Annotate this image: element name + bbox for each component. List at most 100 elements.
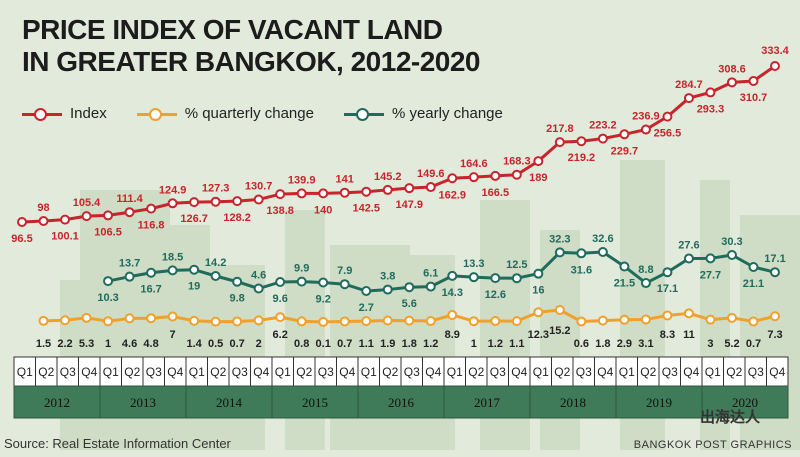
data-point-yearly-change — [189, 264, 200, 275]
x-tick-label-quarter: Q3 — [576, 365, 592, 379]
year-cell — [185, 385, 273, 419]
data-label-quarterly-change: 1.1 — [359, 338, 374, 350]
legend-label-yearly: % yearly change — [391, 105, 503, 122]
x-tick-label-quarter: Q2 — [38, 365, 54, 379]
data-point-quarterly-change — [60, 315, 71, 326]
data-label-quarterly-change: 2 — [256, 338, 262, 350]
data-point-yearly-change — [382, 284, 393, 295]
data-label-yearly-change: 32.6 — [592, 233, 613, 245]
source-note: Source: Real Estate Information Center — [4, 436, 231, 451]
data-label-yearly-change: 17.1 — [657, 283, 678, 295]
data-label-yearly-change: 9.2 — [316, 294, 331, 306]
data-point-yearly-change — [447, 270, 458, 281]
data-point-yearly-change — [167, 265, 178, 276]
data-point-quarterly-change — [619, 314, 630, 325]
data-point-quarterly-change — [404, 315, 415, 326]
data-point-quarterly-change — [339, 316, 350, 327]
data-label-quarterly-change: 5.2 — [724, 338, 739, 350]
x-tick-label-quarter: Q2 — [210, 365, 226, 379]
x-tick-label-year: 2016 — [388, 395, 415, 410]
data-label-quarterly-change: 0.8 — [294, 338, 309, 350]
data-point-quarterly-change — [318, 316, 329, 327]
data-point-index — [705, 87, 716, 98]
data-point-yearly-change — [683, 253, 694, 264]
data-point-index — [640, 124, 651, 135]
legend-swatch-index — [22, 107, 62, 121]
data-label-quarterly-change: 2.2 — [57, 338, 72, 350]
data-point-yearly-change — [210, 271, 221, 281]
data-label-yearly-change: 21.5 — [614, 277, 635, 289]
data-point-yearly-change — [640, 278, 651, 289]
data-point-index — [533, 156, 544, 167]
data-point-index — [382, 184, 393, 195]
data-point-index — [576, 136, 587, 147]
x-tick-label-quarter: Q4 — [769, 365, 785, 379]
data-point-yearly-change — [296, 276, 307, 287]
data-point-yearly-change — [770, 267, 780, 278]
x-tick-label-quarter: Q1 — [17, 365, 33, 379]
data-point-index — [146, 203, 157, 214]
x-tick-label-quarter: Q4 — [339, 365, 355, 379]
data-label-yearly-change: 30.3 — [721, 236, 742, 248]
data-point-index — [425, 182, 436, 193]
data-point-quarterly-change — [361, 316, 372, 327]
data-label-yearly-change: 27.7 — [700, 269, 721, 281]
data-label-yearly-change: 5.6 — [402, 298, 417, 310]
data-point-index — [554, 137, 565, 148]
year-cell — [443, 385, 531, 419]
data-label-index: 219.2 — [568, 152, 596, 164]
data-point-index — [296, 188, 307, 199]
data-label-yearly-change: 27.6 — [678, 240, 699, 252]
data-label-yearly-change: 16 — [532, 285, 544, 297]
x-tick-label-year: 2017 — [474, 395, 501, 410]
x-tick-label-quarter: Q4 — [167, 365, 183, 379]
data-label-yearly-change: 16.7 — [140, 284, 161, 296]
data-label-quarterly-change: 1 — [471, 338, 477, 350]
data-point-yearly-change — [468, 272, 479, 283]
data-point-yearly-change — [619, 261, 630, 272]
data-point-quarterly-change — [275, 312, 286, 323]
data-label-index: 126.7 — [180, 213, 208, 225]
x-tick-label-year: 2014 — [216, 395, 243, 410]
legend-label-index: Index — [70, 105, 107, 122]
year-cell — [701, 385, 789, 419]
x-tick-label-quarter: Q1 — [103, 365, 119, 379]
data-point-quarterly-change — [597, 315, 608, 326]
data-label-quarterly-change: 8.3 — [660, 329, 675, 341]
data-point-index — [60, 214, 71, 225]
x-tick-label-quarter: Q3 — [146, 365, 162, 379]
data-label-yearly-change: 19 — [188, 281, 200, 293]
data-point-index — [447, 173, 458, 184]
data-point-yearly-change — [533, 268, 544, 279]
data-point-index — [662, 111, 673, 122]
data-point-yearly-change — [705, 253, 716, 264]
data-label-quarterly-change: 8.9 — [445, 329, 460, 341]
data-label-quarterly-change: 1.4 — [186, 338, 202, 350]
data-label-quarterly-change: 1.8 — [402, 338, 417, 350]
data-point-index — [103, 210, 114, 221]
data-point-quarterly-change — [554, 305, 565, 315]
x-tick-label-quarter: Q3 — [318, 365, 334, 379]
data-label-index: 164.6 — [460, 158, 488, 170]
x-tick-label-quarter: Q3 — [490, 365, 506, 379]
data-point-index — [275, 189, 286, 200]
data-point-yearly-change — [404, 282, 415, 293]
data-point-quarterly-change — [253, 315, 264, 326]
x-tick-label-quarter: Q4 — [683, 365, 699, 379]
legend-item-yearly: % yearly change — [343, 105, 503, 122]
x-tick-label-quarter: Q2 — [554, 365, 570, 379]
data-label-index: 236.9 — [632, 111, 660, 123]
data-point-index — [318, 188, 329, 199]
x-tick-label-quarter: Q2 — [468, 365, 484, 379]
data-point-index — [726, 77, 737, 88]
year-cell — [99, 385, 187, 419]
data-label-index: 166.5 — [482, 187, 510, 199]
data-label-index: 149.6 — [417, 168, 445, 180]
x-tick-label-quarter: Q1 — [533, 365, 549, 379]
data-point-index — [683, 93, 694, 104]
x-tick-label-quarter: Q2 — [640, 365, 656, 379]
data-label-yearly-change: 9.6 — [273, 293, 288, 305]
data-label-index: 138.8 — [266, 205, 294, 217]
data-label-index: 256.5 — [654, 128, 682, 140]
data-label-yearly-change: 9.9 — [294, 263, 309, 275]
